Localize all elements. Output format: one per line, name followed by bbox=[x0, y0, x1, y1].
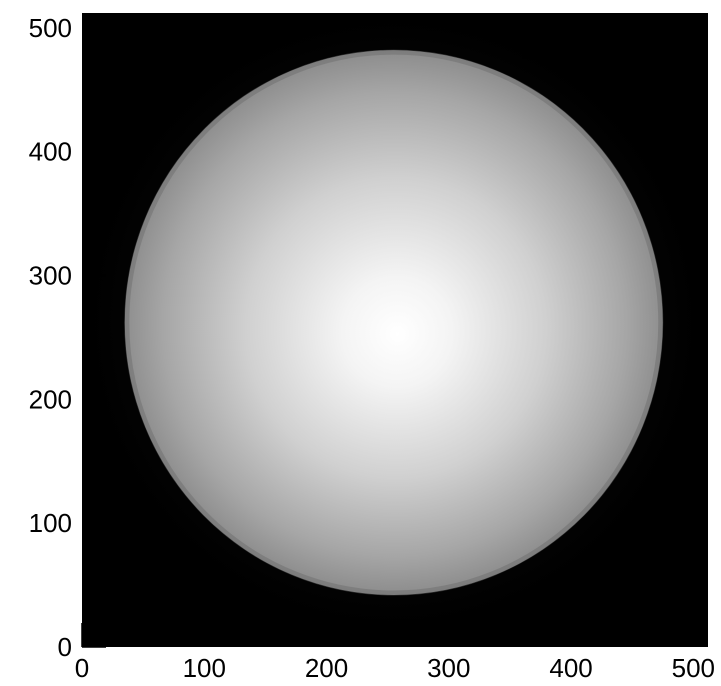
x-tick-label-400: 400 bbox=[549, 653, 592, 683]
x-tick-label-500: 500 bbox=[672, 653, 715, 683]
x-tick-label-100: 100 bbox=[183, 653, 226, 683]
y-tick-label-100: 100 bbox=[29, 508, 72, 538]
axis-ticks bbox=[81, 14, 707, 648]
disk-edge-ring bbox=[124, 49, 664, 596]
heatmap-image bbox=[82, 13, 708, 644]
x-tick-label-200: 200 bbox=[305, 653, 348, 683]
y-tick-label-300: 300 bbox=[29, 261, 72, 291]
y-tick-label-500: 500 bbox=[29, 13, 72, 43]
y-tick-label-0: 0 bbox=[58, 632, 72, 662]
illumination-disk bbox=[124, 50, 663, 595]
masked-corner-1 bbox=[522, 13, 708, 59]
axis-tick-labels: 0 100 200 300 400 500 0 100 200 300 400 500 bbox=[29, 13, 715, 683]
x-tick-label-300: 300 bbox=[427, 653, 470, 683]
y-tick-label-400: 400 bbox=[29, 137, 72, 167]
masked-corner-0 bbox=[82, 13, 260, 59]
x-tick-label-0: 0 bbox=[75, 653, 89, 683]
y-tick-label-200: 200 bbox=[29, 384, 72, 414]
